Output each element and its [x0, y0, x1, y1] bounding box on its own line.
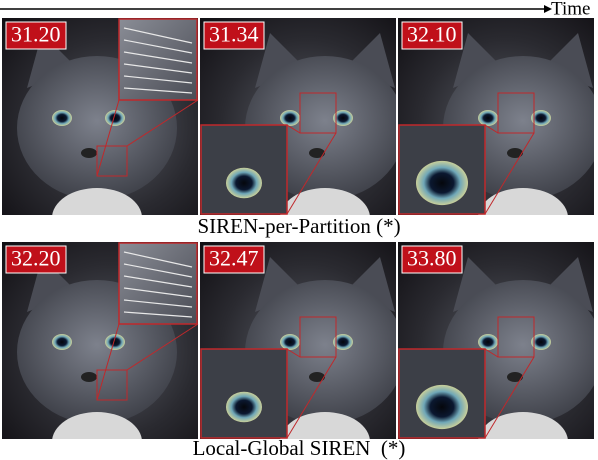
score-label: 31.34 [209, 22, 259, 47]
cat-eye [105, 110, 125, 126]
whisker [123, 39, 193, 54]
cat-eye [478, 334, 498, 350]
cat-eye [531, 110, 551, 126]
cat-chest [280, 412, 370, 439]
zoom-inset [118, 242, 198, 325]
cat-eye [105, 334, 125, 350]
zoom-link [286, 348, 301, 358]
zoom-eye [226, 391, 262, 423]
score-badge [203, 21, 265, 50]
cat-eye [333, 110, 353, 126]
cat-eye [52, 334, 72, 350]
cat-nose [81, 148, 97, 158]
cat-eye [52, 110, 72, 126]
cat-ear [345, 33, 395, 88]
photo [200, 18, 396, 215]
cat-eye [333, 334, 353, 350]
zoom-region [299, 92, 337, 134]
whisker [123, 287, 193, 298]
score-label: 32.10 [407, 22, 457, 47]
zoom-link [286, 132, 337, 215]
cat-ear [255, 257, 305, 312]
cat-chest [280, 188, 370, 215]
cat-ear [543, 33, 593, 88]
zoom-link [286, 356, 337, 439]
zoom-eye [416, 160, 468, 206]
zoom-link [96, 99, 120, 177]
score-label: 33.80 [407, 246, 457, 271]
score-badge [5, 245, 67, 274]
whisker [123, 87, 193, 94]
zoom-link [484, 124, 499, 134]
zoom-link [484, 356, 535, 439]
cat-ear [453, 257, 503, 312]
zoom-link [126, 323, 199, 371]
zoom-region [96, 145, 128, 177]
zoom-region [497, 316, 535, 358]
zoom-link [286, 124, 301, 134]
score-label: 32.47 [209, 246, 259, 271]
zoom-link [484, 348, 499, 358]
cat-eye [478, 110, 498, 126]
whisker [123, 311, 193, 318]
whisker [123, 299, 193, 308]
cat-eye [280, 110, 300, 126]
whisker [123, 263, 193, 278]
photo-panel: 32.47 [200, 242, 396, 439]
cat-eye [531, 334, 551, 350]
photo-panel: 33.80 [398, 242, 594, 439]
zoom-region [497, 92, 535, 134]
cat-eye [280, 334, 300, 350]
zoom-region [299, 316, 337, 358]
photo-panel: 32.10 [398, 18, 594, 215]
zoom-eye [416, 384, 468, 430]
time-label: Time [551, 0, 590, 19]
score-label: 31.20 [11, 22, 61, 47]
cat-chest [52, 188, 142, 215]
cat-nose [81, 372, 97, 382]
whisker [123, 251, 193, 268]
whisker [123, 27, 193, 44]
zoom-link [484, 132, 535, 215]
score-badge [401, 21, 463, 50]
zoom-inset [118, 18, 198, 101]
cat-nose [309, 148, 325, 158]
cat-ear [453, 33, 503, 88]
cat-ear [345, 257, 395, 312]
cat-chest [478, 188, 568, 215]
cat-chest [52, 412, 142, 439]
zoom-link [126, 99, 199, 147]
row-caption: Local-Global SIREN (*) [193, 436, 406, 460]
photo-panel: 32.20 [2, 242, 199, 439]
arrow-head [544, 5, 552, 13]
zoom-link [96, 323, 120, 401]
zoom-region [96, 369, 128, 401]
score-badge [401, 245, 463, 274]
score-label: 32.20 [11, 246, 61, 271]
whisker [123, 275, 193, 288]
zoom-eye [226, 167, 262, 199]
cat-nose [309, 372, 325, 382]
score-badge [203, 245, 265, 274]
cat-ear [255, 33, 305, 88]
photo-panel: 31.34 [200, 18, 396, 215]
whisker [123, 75, 193, 84]
whisker [123, 51, 193, 64]
photo-panel: 31.20 [2, 18, 199, 215]
cat-chest [478, 412, 568, 439]
whisker [123, 63, 193, 74]
cat-nose [507, 148, 523, 158]
cat-ear [543, 257, 593, 312]
row-caption: SIREN-per-Partition (*) [197, 214, 400, 238]
score-badge [5, 21, 67, 50]
cat-nose [507, 372, 523, 382]
